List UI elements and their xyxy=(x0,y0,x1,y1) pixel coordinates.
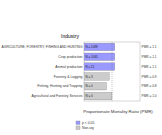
value-label: PMR = 1.0 xyxy=(142,94,157,98)
bar xyxy=(84,92,112,99)
n-label: N = 21 xyxy=(86,65,95,69)
category-label: Forestry & Logging xyxy=(54,75,83,79)
n-label: N = 0 xyxy=(86,94,94,98)
n-label: N = 0 xyxy=(86,84,94,88)
chart: Industry AGRICULTURE, FORESTRY, FISHING A… xyxy=(0,0,162,135)
legend-label: p < 0.05 xyxy=(82,121,94,125)
value-label: PMR = 0.9 xyxy=(142,75,157,79)
value-label: PMR = 1.1 xyxy=(142,45,157,49)
bar xyxy=(84,43,115,50)
legend-swatch xyxy=(76,121,80,125)
bar xyxy=(84,83,106,90)
legend-label: Non-sig xyxy=(82,126,94,130)
category-label: Agricultural and Forestry Services xyxy=(32,94,83,98)
value-label: PMR = 1.1 xyxy=(142,55,157,59)
category-label: Fishing, Hunting and Trapping xyxy=(37,84,82,88)
bar xyxy=(84,63,115,70)
bar xyxy=(84,53,115,60)
category-label: AGRICULTURE, FORESTRY, FISHING AND HUNTI… xyxy=(2,45,83,49)
value-label: PMR = 1.1 xyxy=(142,65,157,69)
bar xyxy=(84,73,109,80)
category-label: Animal production xyxy=(55,65,82,69)
bars xyxy=(84,43,115,100)
title: Industry xyxy=(61,33,79,39)
legend-swatch xyxy=(76,126,80,130)
value-label: PMR = 0.8 xyxy=(142,84,157,88)
x-label: Proportionate Mortality Ratio (PMR) xyxy=(83,109,153,114)
plot-frame xyxy=(84,42,140,101)
n-label: N = 1089 xyxy=(86,45,99,49)
n-label: N = 1065 xyxy=(86,55,99,59)
n-label: N = 3 xyxy=(86,75,94,79)
category-label: Crop production xyxy=(58,55,82,59)
grid-line xyxy=(112,42,113,101)
